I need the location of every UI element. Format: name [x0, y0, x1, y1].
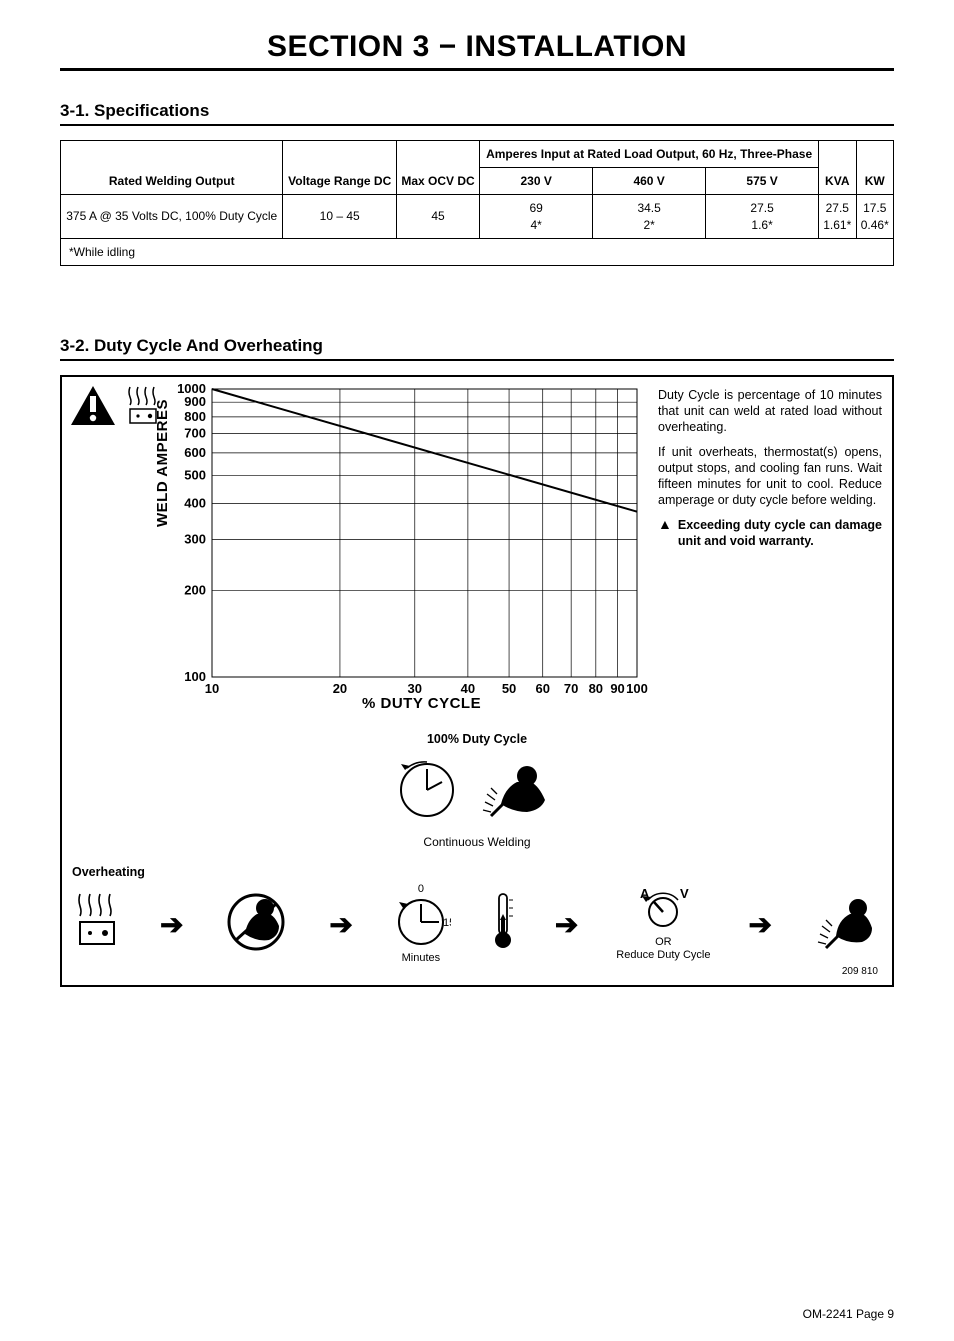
svg-text:15: 15 — [443, 917, 451, 929]
warn-symbol-icon: ▲ — [658, 517, 672, 531]
svg-text:60: 60 — [535, 681, 549, 696]
svg-text:10: 10 — [205, 681, 219, 696]
cell-575: 27.51.6* — [706, 195, 819, 238]
side-p1: Duty Cycle is percentage of 10 minutes t… — [658, 387, 882, 436]
th-rated: Rated Welding Output — [61, 141, 283, 195]
hot-machine-icon — [72, 890, 122, 958]
th-460: 460 V — [593, 168, 706, 195]
svg-text:40: 40 — [461, 681, 475, 696]
svg-text:30: 30 — [408, 681, 422, 696]
warning-triangle-icon — [68, 383, 118, 429]
table-footnote: *While idling — [61, 238, 894, 265]
side-warn: Exceeding duty cycle can damage unit and… — [678, 517, 882, 550]
th-kva: KVA — [819, 141, 856, 195]
thermometer-icon — [489, 890, 517, 958]
svg-text:90: 90 — [610, 681, 624, 696]
svg-text:600: 600 — [184, 445, 206, 460]
svg-text:700: 700 — [184, 426, 206, 441]
no-weld-icon — [221, 890, 291, 958]
svg-text:20: 20 — [333, 681, 347, 696]
duty100-group: 100% Duty Cycle — [72, 732, 882, 849]
section-title: SECTION 3 − INSTALLATION — [60, 30, 894, 71]
table-footnote-row: *While idling — [61, 238, 894, 265]
th-230: 230 V — [480, 168, 593, 195]
continuous-welding-icon — [377, 752, 577, 826]
arrow-icon: ➔ — [160, 908, 183, 941]
spec-table: Rated Welding Output Voltage Range DC Ma… — [60, 140, 894, 266]
chart-area: 1000900800700600500400300200100102030405… — [62, 377, 652, 722]
reduce-knob-icon: A V OR Reduce Duty Cycle — [616, 886, 710, 963]
svg-text:300: 300 — [184, 532, 206, 547]
chart-xlabel: % DUTY CYCLE — [362, 695, 481, 712]
arrow-icon: ➔ — [555, 908, 578, 941]
ref-id: 209 810 — [72, 966, 882, 977]
svg-text:100: 100 — [626, 681, 648, 696]
svg-text:800: 800 — [184, 409, 206, 424]
th-vrange: Voltage Range DC — [283, 141, 396, 195]
arrow-icon: ➔ — [329, 908, 352, 941]
svg-text:900: 900 — [184, 394, 206, 409]
svg-text:80: 80 — [589, 681, 603, 696]
svg-text:200: 200 — [184, 582, 206, 597]
side-p2: If unit overheats, thermostat(s) opens, … — [658, 444, 882, 509]
sub-dutycycle: 3-2. Duty Cycle And Overheating — [60, 336, 894, 361]
side-text: Duty Cycle is percentage of 10 minutes t… — [652, 377, 892, 722]
cell-kva: 27.51.61* — [819, 195, 856, 238]
page-footer: OM-2241 Page 9 — [0, 1307, 954, 1341]
th-575: 575 V — [706, 168, 819, 195]
table-row: 375 A @ 35 Volts DC, 100% Duty Cycle 10 … — [61, 195, 894, 238]
chart-ylabel: WELD AMPERES — [154, 399, 171, 527]
th-amps-group: Amperes Input at Rated Load Output, 60 H… — [480, 141, 819, 168]
svg-text:400: 400 — [184, 496, 206, 511]
cell-kw: 17.50.46* — [856, 195, 894, 238]
svg-text:V: V — [680, 886, 689, 901]
wait-clock-icon: 0 15 Minutes — [391, 883, 451, 966]
sub-specifications: 3-1. Specifications — [60, 101, 894, 126]
cell-460: 34.52* — [593, 195, 706, 238]
arrow-icon: ➔ — [748, 908, 771, 941]
cell-230: 694* — [480, 195, 593, 238]
th-maxocv: Max OCV DC — [396, 141, 479, 195]
overheat-row: ➔ ➔ 0 — [72, 883, 882, 966]
duty-block: 1000900800700600500400300200100102030405… — [60, 375, 894, 987]
svg-text:100: 100 — [184, 669, 206, 684]
cell-rated: 375 A @ 35 Volts DC, 100% Duty Cycle — [61, 195, 283, 238]
continuous-label: Continuous Welding — [72, 835, 882, 849]
svg-text:500: 500 — [184, 468, 206, 483]
cell-maxocv: 45 — [396, 195, 479, 238]
svg-text:50: 50 — [502, 681, 516, 696]
duty100-label: 100% Duty Cycle — [72, 732, 882, 746]
welder-resume-icon — [810, 890, 882, 958]
th-kw: KW — [856, 141, 894, 195]
overheating-label: Overheating — [72, 865, 882, 879]
cell-vrange: 10 – 45 — [283, 195, 396, 238]
svg-text:70: 70 — [564, 681, 578, 696]
